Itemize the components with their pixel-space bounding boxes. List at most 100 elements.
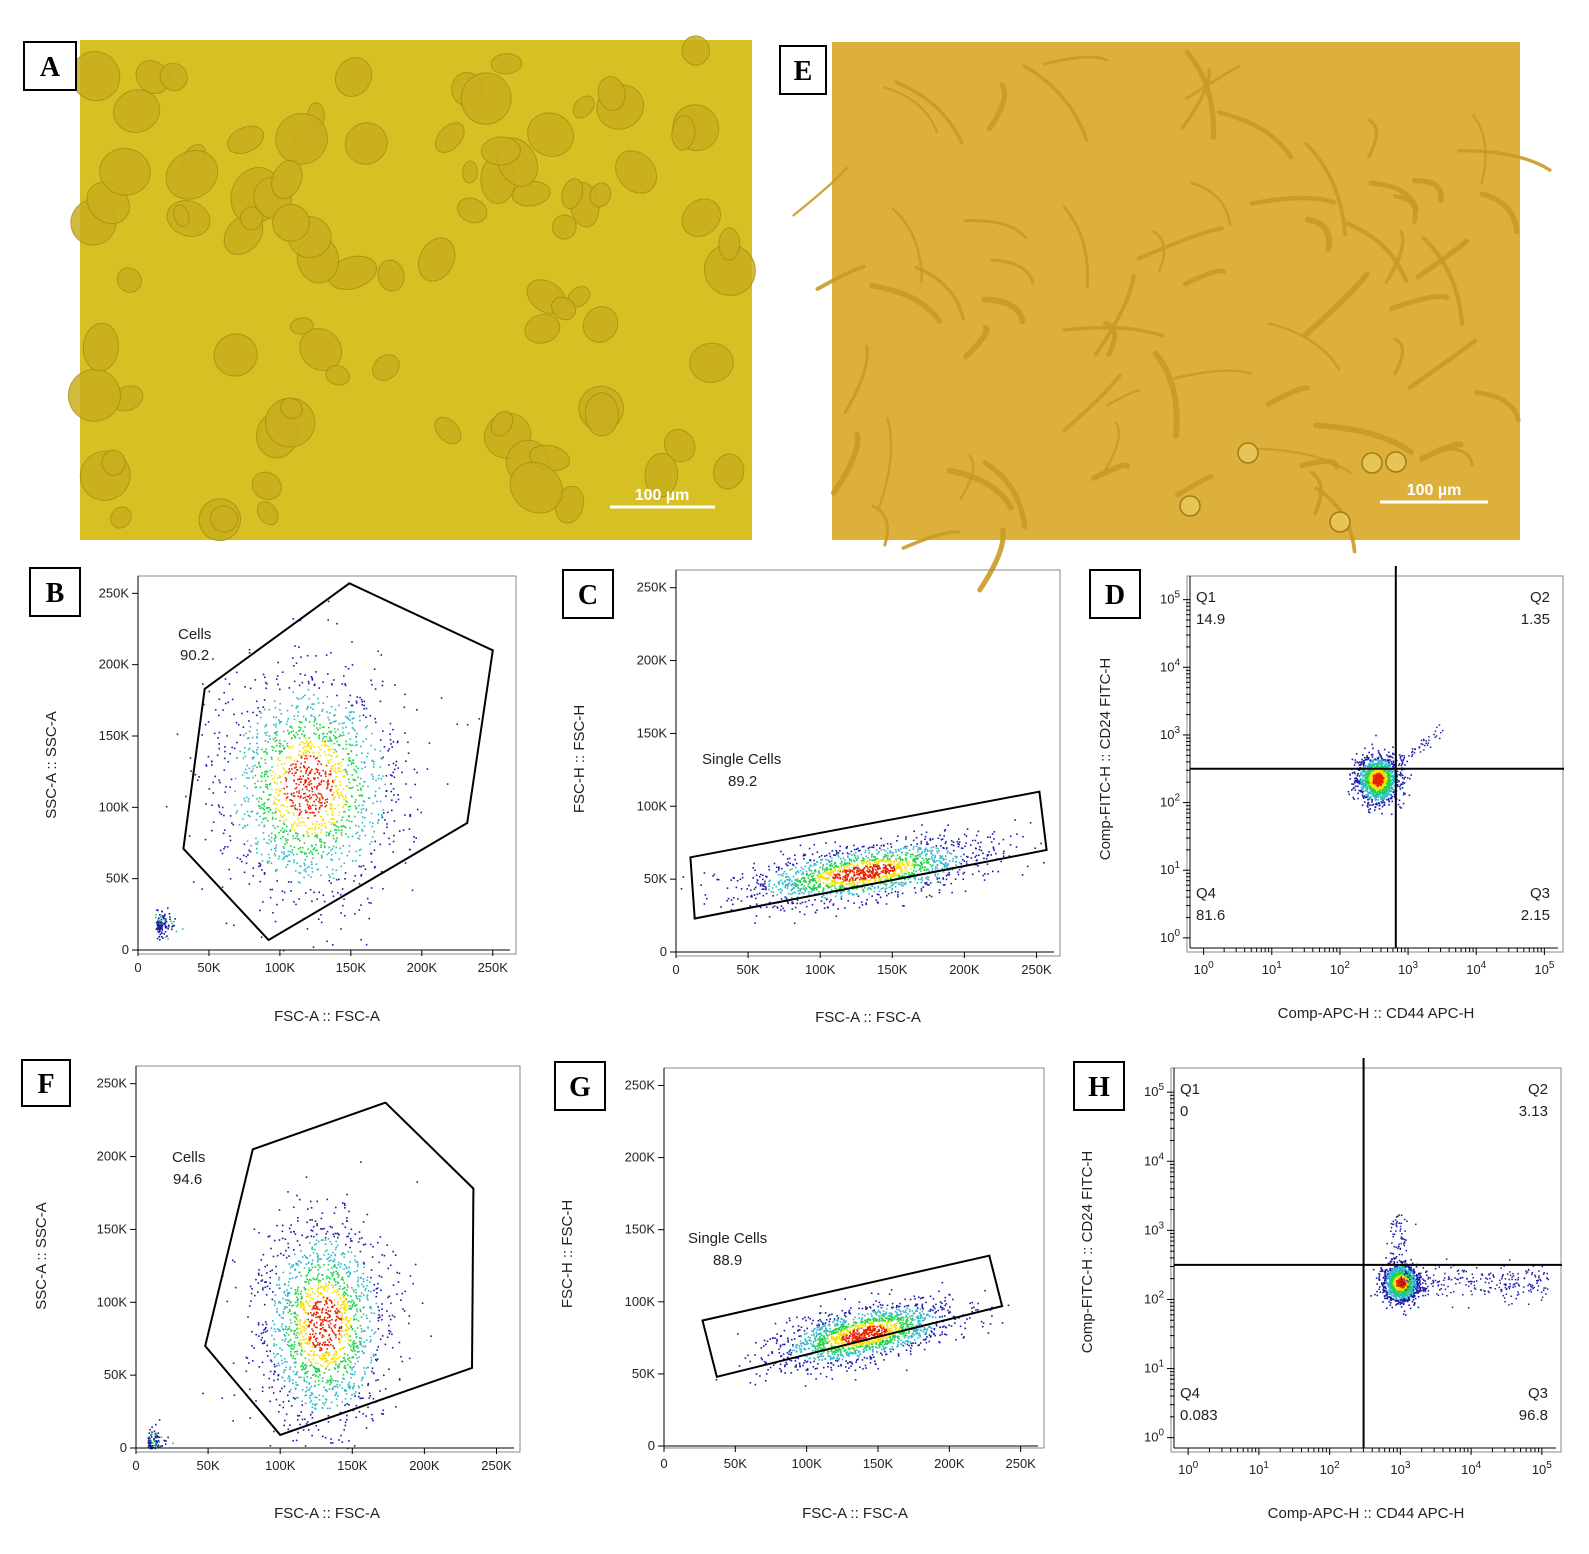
data-point (415, 837, 417, 839)
data-point (1373, 790, 1376, 792)
data-point (341, 816, 344, 818)
data-point (913, 830, 915, 832)
data-point (862, 879, 864, 882)
data-point (1389, 797, 1392, 800)
data-point (358, 909, 361, 911)
data-point (941, 838, 944, 840)
data-point (310, 676, 313, 678)
data-point (350, 820, 353, 823)
data-point (164, 924, 167, 927)
cell-process (1389, 294, 1450, 312)
data-point (943, 830, 946, 832)
data-point (344, 768, 347, 771)
data-point (297, 711, 300, 713)
data-point (242, 827, 244, 829)
data-point (784, 884, 787, 887)
cell-shape (82, 322, 119, 372)
data-point (357, 825, 360, 828)
data-point (266, 787, 269, 790)
data-point (727, 897, 730, 900)
data-point (286, 806, 289, 808)
data-point (283, 891, 286, 894)
data-point (923, 861, 925, 864)
data-point (330, 705, 333, 708)
data-point (348, 809, 350, 811)
data-point (847, 890, 849, 893)
data-point (935, 866, 937, 868)
data-point (274, 834, 276, 836)
data-point (293, 718, 296, 721)
data-point (326, 732, 328, 735)
data-point (163, 922, 166, 925)
data-point (267, 853, 270, 856)
data-point (279, 739, 281, 742)
data-point (307, 777, 309, 779)
data-point (337, 770, 340, 772)
data-point (283, 805, 285, 807)
data-point (909, 881, 911, 883)
data-point (351, 727, 354, 729)
data-point (1367, 772, 1369, 775)
data-point (298, 646, 300, 648)
data-point (310, 740, 312, 743)
data-point (251, 756, 254, 759)
data-point (766, 876, 768, 878)
data-point (822, 894, 825, 897)
cell-shape (509, 461, 563, 514)
data-point (985, 857, 988, 860)
data-point (263, 838, 265, 841)
data-point (360, 811, 363, 814)
data-point (834, 862, 837, 864)
data-point (1363, 786, 1366, 788)
data-point (813, 872, 815, 875)
data-point (926, 868, 928, 871)
data-point (998, 842, 1000, 845)
data-point (761, 888, 764, 890)
data-point (218, 747, 220, 750)
data-point (371, 732, 373, 735)
data-point (267, 811, 270, 813)
data-point (163, 933, 165, 935)
data-point (920, 870, 922, 872)
data-point (1370, 789, 1373, 791)
data-point (1354, 780, 1356, 782)
data-point (765, 887, 767, 889)
data-point (818, 891, 820, 893)
data-point (876, 870, 878, 873)
data-point (939, 834, 941, 837)
data-point (287, 839, 289, 841)
data-point (1375, 792, 1378, 795)
data-point (336, 622, 338, 625)
data-point (254, 774, 257, 777)
cell-process (869, 282, 943, 325)
data-point (317, 751, 320, 754)
data-point (904, 878, 906, 881)
data-point (1391, 763, 1393, 765)
cell-shape (551, 296, 577, 321)
data-point (314, 772, 316, 775)
cell-shape (644, 452, 679, 498)
data-point (1357, 797, 1359, 800)
data-point (1366, 790, 1369, 792)
data-point (1029, 822, 1032, 824)
data-point (920, 840, 923, 843)
data-point (298, 803, 301, 805)
data-point (860, 901, 863, 903)
data-point (364, 780, 366, 783)
data-point (896, 863, 899, 865)
data-point (1376, 765, 1378, 768)
x-axis-title: FSC-A :: FSC-A (815, 1009, 921, 1026)
data-point (853, 880, 855, 883)
data-point (274, 869, 277, 871)
data-point (878, 867, 881, 869)
data-point (165, 926, 168, 928)
data-point (1371, 756, 1374, 758)
data-point (930, 895, 933, 898)
data-point (332, 780, 334, 782)
data-point (882, 871, 884, 874)
data-point (1371, 753, 1374, 756)
data-point (893, 869, 896, 871)
data-point (904, 866, 907, 868)
data-point (224, 791, 226, 793)
data-point (911, 873, 914, 875)
